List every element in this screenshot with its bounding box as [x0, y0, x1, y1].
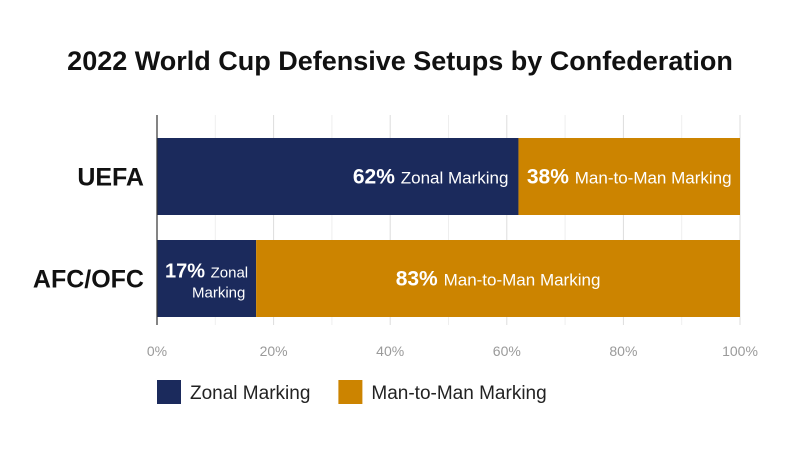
category-label: UEFA — [77, 164, 144, 192]
data-label: 83% Man-to-Man Marking — [396, 268, 601, 291]
bar-segment — [157, 240, 257, 317]
legend: Zonal Marking Man-to-Man Marking — [157, 380, 547, 404]
x-tick-label: 20% — [260, 343, 288, 359]
category-labels: UEFA AFC/OFC — [33, 164, 144, 294]
legend-label: Man-to-Man Marking — [371, 383, 546, 404]
category-label: AFC/OFC — [33, 266, 144, 294]
legend-swatch — [338, 380, 363, 404]
x-tick-label: 0% — [147, 343, 167, 359]
x-tick-label: 80% — [609, 343, 637, 359]
x-tick-label: 60% — [493, 343, 521, 359]
bar-segment — [256, 240, 740, 317]
legend-label: Zonal Marking — [190, 383, 310, 404]
bars: 62% Zonal Marking 38% Man-to-Man Marking 1… — [157, 138, 740, 317]
data-label-line2: Marking — [192, 285, 245, 302]
x-axis: 0% 20% 40% 60% 80% 100% — [147, 115, 758, 359]
data-label: 17% Zonal — [165, 261, 248, 283]
x-tick-label: 100% — [722, 343, 758, 359]
legend-swatch — [157, 380, 181, 404]
x-tick-label: 40% — [376, 343, 404, 359]
data-label: 38% Man-to-Man Marking — [527, 166, 732, 189]
data-label: 62% Zonal Marking — [353, 166, 509, 189]
bar-segment — [157, 138, 519, 215]
bar-segment — [518, 138, 740, 215]
chart-title: 2022 World Cup Defensive Setups by Confe… — [67, 46, 733, 76]
